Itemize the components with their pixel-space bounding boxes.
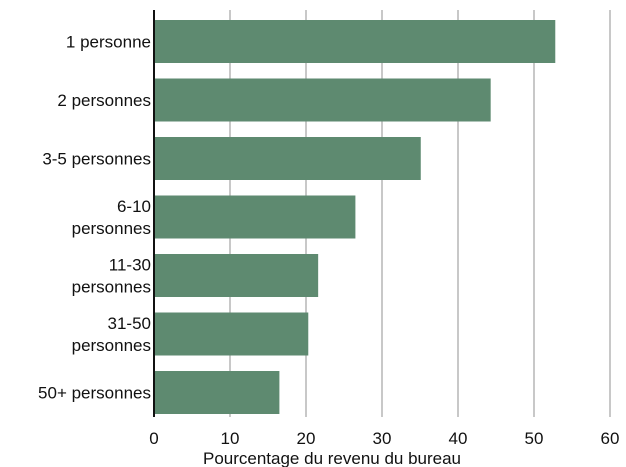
x-tick-label-50: 50 xyxy=(525,429,544,448)
bar-1 xyxy=(154,78,491,122)
category-label-1: 2 personnes xyxy=(57,91,151,110)
category-labels: 1 personne 2 personnes 3-5 personnes 6-10 pe… xyxy=(38,33,151,403)
bar-4 xyxy=(154,254,319,297)
bar-0 xyxy=(154,20,556,63)
category-label-3: 6-10 personnes xyxy=(72,197,151,238)
category-label-6: 50+ personnes xyxy=(38,384,151,403)
category-label-4: 11-30 personnes xyxy=(72,256,151,297)
category-label-line: 6-10 xyxy=(117,197,151,216)
category-label-line: 50+ personnes xyxy=(38,384,151,403)
category-label-line: personnes xyxy=(72,219,151,238)
category-label-line: 3-5 personnes xyxy=(42,150,151,169)
category-label-line: 1 personne xyxy=(66,33,151,52)
x-tick-label-10: 10 xyxy=(221,429,240,448)
category-label-line: personnes xyxy=(72,336,151,355)
x-tick-label-0: 0 xyxy=(149,429,158,448)
x-tick-label-40: 40 xyxy=(449,429,468,448)
category-label-line: 31-50 xyxy=(108,314,151,333)
category-label-2: 3-5 personnes xyxy=(42,150,151,169)
category-label-line: 11-30 xyxy=(109,256,151,275)
x-axis-title: Pourcentage du revenu du bureau xyxy=(203,449,461,467)
category-label-line: 2 personnes xyxy=(57,91,151,110)
bar-2 xyxy=(154,137,421,180)
bar-3 xyxy=(154,195,356,239)
x-tick-labels: 0 10 20 30 40 50 60 xyxy=(149,429,619,448)
bar-5 xyxy=(154,312,309,356)
x-tick-label-30: 30 xyxy=(373,429,392,448)
category-label-0: 1 personne xyxy=(66,33,151,52)
category-label-line: personnes xyxy=(72,278,151,297)
bar-6 xyxy=(154,371,280,414)
x-tick-label-20: 20 xyxy=(297,429,316,448)
bars xyxy=(154,20,556,414)
category-label-5: 31-50 personnes xyxy=(72,314,151,355)
x-tick-label-60: 60 xyxy=(601,429,620,448)
